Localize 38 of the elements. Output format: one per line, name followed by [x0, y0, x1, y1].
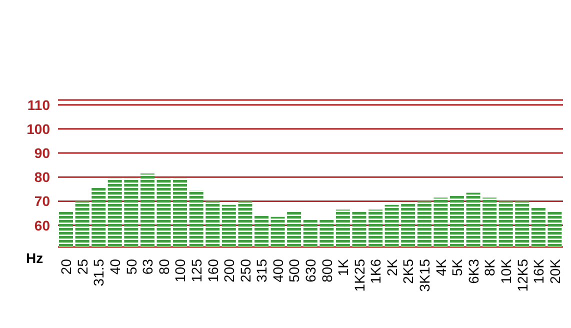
- x-tick-label: 100: [172, 258, 188, 282]
- x-tick-label: 31.5: [90, 258, 107, 286]
- y-tick-label: 90: [34, 144, 50, 161]
- x-tick-label: 50: [123, 258, 140, 275]
- x-tick-label: 3K15: [416, 258, 433, 292]
- x-tick-label: 400: [270, 258, 286, 282]
- x-tick-label: 25: [74, 258, 90, 275]
- x-tick-label: 2K: [384, 258, 400, 276]
- x-tick-label: 4K: [432, 258, 449, 276]
- x-tick-label: 500: [286, 258, 302, 282]
- x-tick-label: 200: [221, 258, 238, 282]
- x-tick-label: 125: [188, 258, 204, 282]
- x-tick-label: 12K5: [514, 258, 530, 292]
- x-tick-label: 630: [302, 258, 318, 282]
- x-tick-label: 1K: [335, 258, 352, 276]
- x-tick-label: 10K: [498, 258, 514, 284]
- y-tick-label: 70: [34, 193, 50, 210]
- x-tick-label: 1K6: [368, 258, 384, 284]
- x-tick-label: 800: [318, 258, 335, 282]
- x-tick-label: 16K: [530, 258, 547, 284]
- x-tick-label: 20K: [546, 258, 563, 284]
- y-tick-label: 100: [26, 120, 50, 137]
- x-tick-label: 8K: [482, 258, 498, 276]
- x-tick-label: 63: [140, 258, 156, 275]
- x-tick-label: 5K: [449, 258, 466, 276]
- x-tick-label: 6K3: [465, 258, 482, 284]
- y-tick-label: 80: [34, 169, 50, 186]
- x-axis-title: Hz: [26, 250, 44, 266]
- x-tick-label: 250: [237, 258, 254, 282]
- x-tick-label: 315: [254, 258, 270, 282]
- x-tick-label: 80: [156, 258, 172, 275]
- x-tick-label: 20: [58, 258, 74, 275]
- x-tick-label: 40: [107, 258, 124, 275]
- x-tick-label: 2K5: [400, 258, 416, 284]
- y-tick-label: 60: [34, 217, 50, 234]
- x-tick-label: 1K25: [351, 258, 368, 292]
- x-tick-label: 160: [204, 258, 221, 282]
- y-tick-label: 110: [27, 96, 50, 113]
